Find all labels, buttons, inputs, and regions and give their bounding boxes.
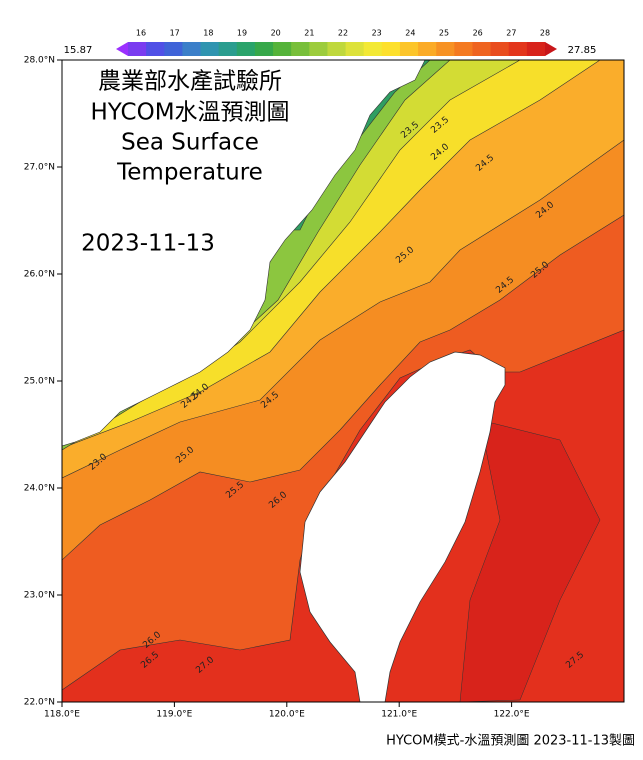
lat-label: 24.0°N: [24, 484, 55, 494]
colorbar-swatch: [309, 42, 328, 56]
colorbar-swatch: [236, 42, 256, 56]
colorbar-tick-label: 28: [540, 29, 550, 38]
colorbar-swatch: [399, 42, 419, 56]
title-line: HYCOM水溫預測圖: [90, 100, 289, 126]
colorbar-tick-label: 24: [405, 29, 415, 38]
colorbar-swatch: [508, 42, 528, 56]
colorbar-tick-label: 18: [203, 29, 213, 38]
lon-label: 122.0°E: [494, 710, 530, 720]
colorbar-tick-label: 19: [237, 29, 247, 38]
colorbar-tick-label: 22: [338, 29, 348, 38]
title-line: 農業部水產試驗所: [98, 69, 282, 95]
colorbar-tick-label: 21: [304, 29, 314, 38]
colorbar-swatch: [526, 42, 546, 56]
colorbar-tick-label: 17: [170, 29, 180, 38]
colorbar-swatch: [128, 42, 147, 56]
lon-label: 120.0°E: [269, 710, 305, 720]
colorbar-arrow: [116, 42, 128, 56]
lat-label: 28.0°N: [24, 56, 55, 66]
colorbar-swatch: [472, 42, 492, 56]
sea-patch: [459, 419, 601, 702]
lon-label: 119.0°E: [156, 710, 192, 720]
colorbar-swatch: [363, 42, 383, 56]
lat-label: 23.0°N: [24, 591, 55, 601]
lat-label: 26.0°N: [24, 270, 55, 280]
colorbar-tick-label: 16: [136, 29, 146, 38]
sst-map: [62, 60, 624, 702]
title-line: Temperature: [116, 160, 263, 186]
colorbar-swatch: [436, 42, 455, 56]
colorbar-swatch: [254, 42, 274, 56]
colorbar-tick-label: 26: [473, 29, 483, 38]
colorbar-swatch: [327, 42, 347, 56]
colorbar-swatch: [146, 42, 165, 56]
colorbar-swatch: [164, 42, 183, 56]
colorbar-min: 15.87: [64, 45, 93, 56]
lat-label: 25.0°N: [24, 377, 55, 387]
colorbar-swatch: [454, 42, 473, 56]
taiwan: [299, 351, 506, 702]
footer: HYCOM模式-水溫預測圖 2023-11-13製圖: [386, 734, 635, 749]
colorbar-swatch: [273, 42, 292, 56]
lat-label: 27.0°N: [24, 163, 55, 173]
map-date: 2023-11-13: [81, 231, 215, 257]
colorbar-arrow: [545, 42, 557, 56]
title-line: Sea Surface: [121, 130, 259, 156]
lat-label: 22.0°N: [24, 698, 55, 708]
colorbar-swatch: [218, 42, 238, 56]
colorbar-swatch: [418, 42, 437, 56]
mainland: [62, 60, 426, 447]
title-block: 農業部水產試驗所 HYCOM水溫預測圖 Sea Surface Temperat…: [81, 69, 289, 257]
colorbar-max: 27.85: [568, 45, 597, 56]
colorbar-tick-label: 23: [372, 29, 382, 38]
colorbar-swatch: [291, 42, 310, 56]
colorbar-swatch: [200, 42, 220, 56]
lon-label: 118.0°E: [44, 710, 80, 720]
colorbar-swatch: [490, 42, 510, 56]
colorbar-tick-label: 20: [271, 29, 281, 38]
lon-label: 121.0°E: [381, 710, 417, 720]
colorbar-swatch: [345, 42, 365, 56]
colorbar-tick-label: 25: [439, 29, 449, 38]
colorbar-swatch: [381, 42, 401, 56]
colorbar-tick-label: 27: [506, 29, 516, 38]
colorbar-swatch: [182, 42, 202, 56]
